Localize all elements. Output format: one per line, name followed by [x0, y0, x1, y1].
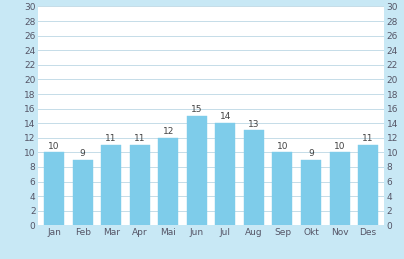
Bar: [101, 145, 121, 225]
Text: 11: 11: [362, 134, 374, 143]
Bar: [330, 152, 349, 225]
Bar: [244, 131, 264, 225]
Bar: [130, 145, 150, 225]
Bar: [272, 152, 292, 225]
Text: 12: 12: [162, 127, 174, 136]
Text: 10: 10: [277, 142, 288, 150]
Text: 10: 10: [48, 142, 60, 150]
Text: 13: 13: [248, 120, 260, 129]
Bar: [158, 138, 178, 225]
Text: 11: 11: [105, 134, 117, 143]
Bar: [73, 160, 93, 225]
Text: 10: 10: [334, 142, 345, 150]
Bar: [187, 116, 207, 225]
Text: 15: 15: [191, 105, 202, 114]
Bar: [215, 123, 236, 225]
Text: 9: 9: [308, 149, 314, 158]
Text: 9: 9: [80, 149, 86, 158]
Text: 11: 11: [134, 134, 145, 143]
Bar: [44, 152, 64, 225]
Bar: [358, 145, 378, 225]
Bar: [301, 160, 321, 225]
Text: 14: 14: [220, 112, 231, 121]
